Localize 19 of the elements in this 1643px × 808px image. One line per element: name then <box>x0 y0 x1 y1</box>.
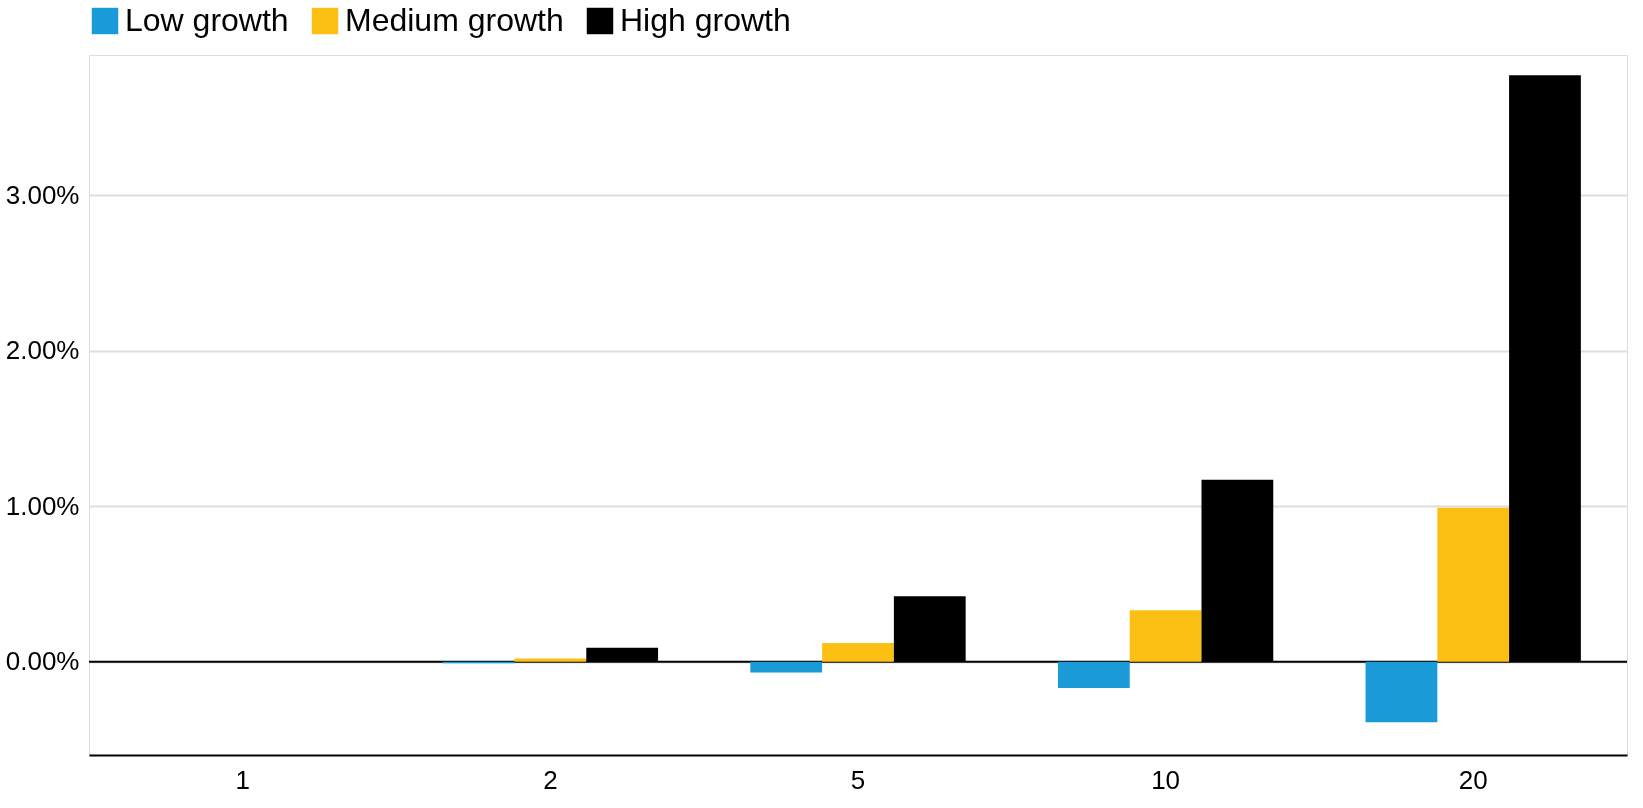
bar <box>1437 507 1510 662</box>
bar <box>1057 661 1130 689</box>
legend-label: Medium growth <box>345 2 564 38</box>
bar <box>750 661 823 673</box>
bar <box>514 658 587 662</box>
x-tick-label: 1 <box>235 764 251 795</box>
x-tick-label: 10 <box>1151 764 1181 795</box>
bar <box>822 643 894 662</box>
legend-label: High growth <box>620 2 791 38</box>
y-tick-label: 2.00% <box>5 335 80 366</box>
y-tick-label: 1.00% <box>5 490 80 521</box>
y-tick-label: 0.00% <box>5 646 80 677</box>
x-tick-label: 5 <box>850 764 866 795</box>
bar <box>1129 610 1202 662</box>
x-tick-label: 20 <box>1458 764 1488 795</box>
y-tick-label: 3.00% <box>5 179 80 210</box>
bar <box>1365 661 1438 723</box>
x-tick-label: 2 <box>543 764 558 795</box>
legend-label: Low growth <box>125 2 289 38</box>
